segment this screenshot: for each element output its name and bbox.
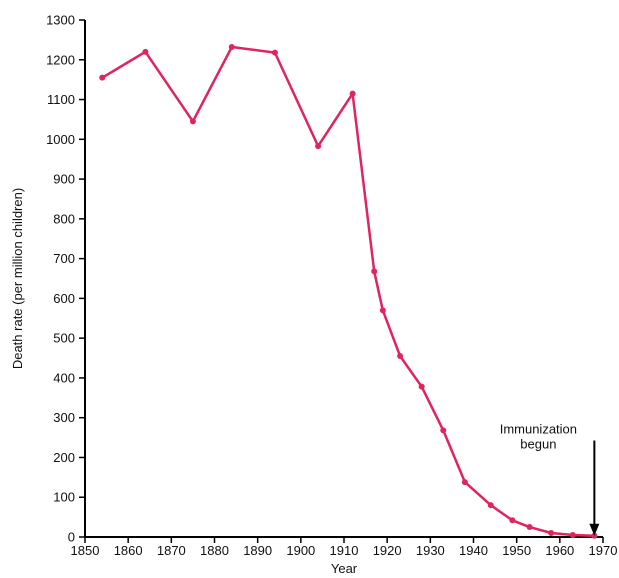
data-point — [569, 532, 576, 539]
data-point — [509, 517, 516, 524]
data-point — [99, 74, 106, 81]
y-tick-label: 0 — [68, 530, 75, 545]
tick-labels: 0 100 200 300 400 500 600 700 800 900 1000 1100 1200… — [46, 13, 617, 559]
x-tick-label: 1880 — [200, 543, 229, 558]
x-tick-label: 1870 — [157, 543, 186, 558]
data-point — [418, 383, 425, 390]
y-axis-title: Death rate (per million children) — [10, 188, 25, 369]
data-points — [99, 44, 598, 539]
series-line — [101, 45, 595, 538]
x-tick-label: 1960 — [545, 543, 574, 558]
data-point — [397, 353, 404, 360]
y-tick-label: 500 — [53, 331, 75, 346]
y-tick-label: 300 — [53, 410, 75, 425]
immunization-annotation: Immunization begun — [500, 422, 600, 536]
x-tick-label: 1930 — [416, 543, 445, 558]
data-point — [271, 49, 278, 56]
data-point — [371, 268, 378, 275]
x-tick-label: 1970 — [589, 543, 618, 558]
data-point — [349, 90, 356, 97]
x-tick-label: 1860 — [114, 543, 143, 558]
y-tick-label: 900 — [53, 172, 75, 187]
y-tick-label: 1000 — [46, 132, 75, 147]
y-tick-label: 800 — [53, 211, 75, 226]
axes — [84, 20, 603, 538]
data-point — [379, 307, 386, 314]
data-point — [461, 479, 468, 486]
y-tick-label: 1300 — [46, 13, 75, 28]
y-tick-label: 1100 — [47, 92, 75, 107]
data-point — [548, 530, 555, 537]
x-tick-label: 1950 — [502, 543, 531, 558]
y-tick-label: 1200 — [46, 52, 75, 67]
data-point — [142, 48, 149, 55]
data-point — [440, 427, 447, 434]
y-tick-label: 700 — [53, 251, 75, 266]
y-tick-label: 600 — [53, 291, 75, 306]
data-point — [189, 118, 196, 125]
y-tick-label: 200 — [53, 450, 75, 465]
annotation-arrowhead — [589, 523, 600, 536]
x-tick-label: 1900 — [286, 543, 315, 558]
y-tick-label: 100 — [53, 490, 75, 505]
tick-marks — [79, 19, 604, 543]
x-tick-label: 1940 — [459, 543, 488, 558]
x-tick-label: 1920 — [373, 543, 402, 558]
data-point — [228, 44, 235, 51]
data-point — [487, 502, 494, 509]
y-tick-label: 400 — [53, 370, 75, 385]
x-tick-label: 1850 — [71, 543, 100, 558]
data-point — [526, 524, 533, 531]
annotation-text-line2: begun — [520, 437, 556, 452]
x-axis-title: Year — [331, 561, 358, 576]
x-tick-label: 1910 — [330, 543, 359, 558]
x-tick-label: 1890 — [243, 543, 272, 558]
annotation-text-line1: Immunization — [500, 422, 577, 437]
data-point — [315, 143, 322, 150]
